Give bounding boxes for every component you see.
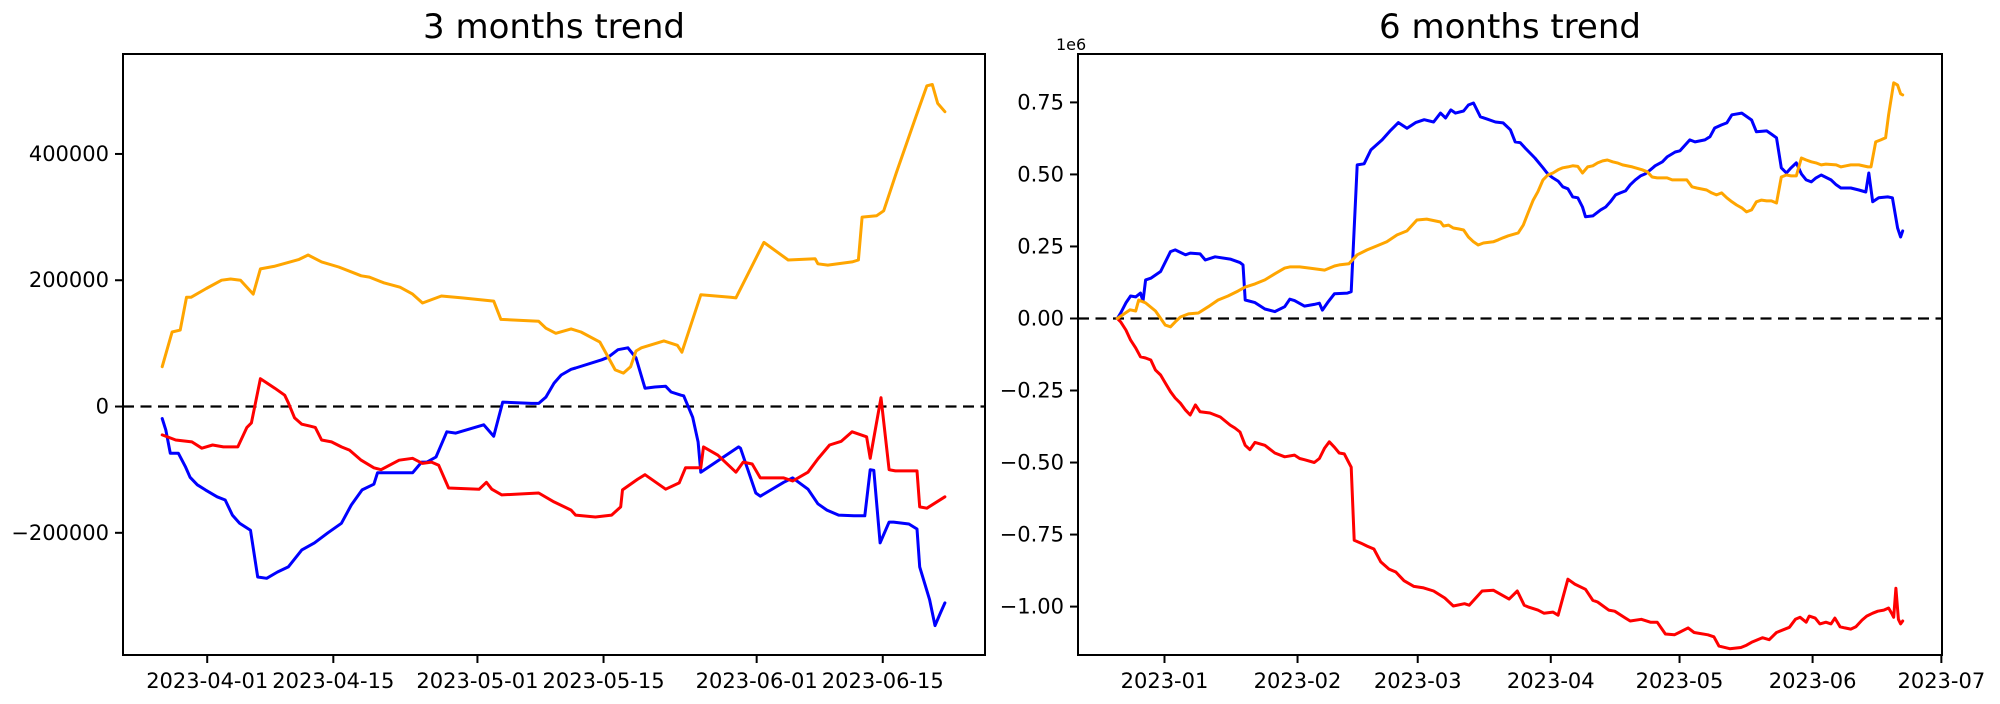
chart-title-left: 3 months trend: [423, 7, 685, 47]
series-line-orange: [160, 83, 947, 375]
plot-frame: [1077, 53, 1943, 656]
y-tick-label: −200000: [11, 521, 109, 545]
x-tick-label: 2023-01: [1121, 669, 1209, 693]
x-tick-label: 2023-03: [1374, 669, 1462, 693]
y-tick-label: 0.25: [1017, 234, 1064, 258]
x-tick-label: 2023-04: [1507, 669, 1595, 693]
x-tick-label: 2023-05-01: [416, 669, 538, 693]
x-tick-label: 2023-06-15: [822, 669, 944, 693]
plot-areas: 2023-04-01 2023-04-15 2023-05-01 2023-05-15…: [11, 53, 1985, 693]
series-line-red: [1115, 317, 1905, 651]
y-tick-label: 0.75: [1017, 90, 1064, 114]
y-tick-label: −1.00: [1000, 595, 1064, 619]
y-tick-label: −0.25: [1000, 379, 1064, 403]
y-tick-label: −0.75: [1000, 523, 1064, 547]
y-tick-label: −0.50: [1000, 451, 1064, 475]
series-line-red: [160, 377, 947, 519]
plot-frame: [122, 53, 986, 656]
y-tick-label: 0.00: [1017, 306, 1064, 330]
series-line-blue: [160, 346, 947, 628]
y-tick-label: 0: [96, 395, 109, 419]
x-tick-label: 2023-06-01: [696, 669, 818, 693]
x-tick-label: 2023-05-15: [543, 669, 665, 693]
x-tick-label: 2023-04-01: [146, 669, 268, 693]
series-line-orange: [1115, 81, 1905, 329]
y-tick-label: 0.50: [1017, 162, 1064, 186]
chart-title-right: 6 months trend: [1379, 7, 1641, 47]
x-tick-label: 2023-02: [1254, 669, 1342, 693]
y-tick-label: 200000: [29, 268, 109, 292]
y-tick-label: 400000: [29, 142, 109, 166]
x-tick-label: 2023-04-15: [272, 669, 394, 693]
x-tick-label: 2023-07: [1897, 669, 1985, 693]
x-tick-label: 2023-05: [1636, 669, 1724, 693]
y-axis-offset-label: 1e6: [1056, 35, 1086, 54]
x-tick-label: 2023-06: [1769, 669, 1857, 693]
series-line-blue: [1115, 101, 1905, 320]
